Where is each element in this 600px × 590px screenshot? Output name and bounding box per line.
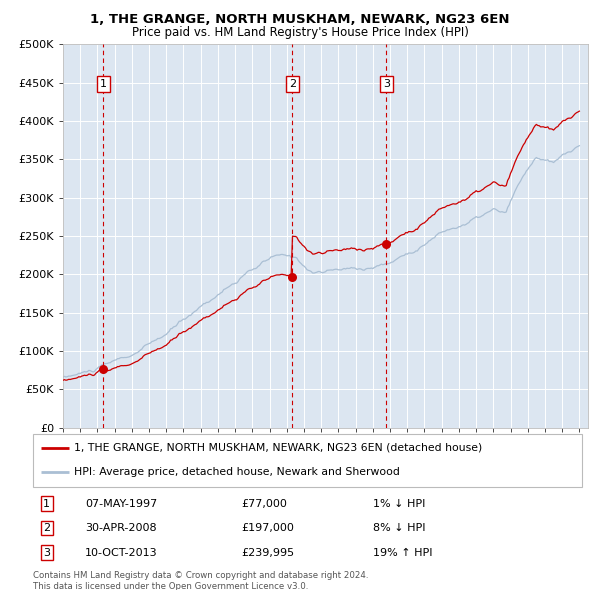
Text: £77,000: £77,000 xyxy=(242,499,287,509)
Text: HPI: Average price, detached house, Newark and Sherwood: HPI: Average price, detached house, Newa… xyxy=(74,467,400,477)
Text: 1: 1 xyxy=(43,499,50,509)
Text: 1, THE GRANGE, NORTH MUSKHAM, NEWARK, NG23 6EN: 1, THE GRANGE, NORTH MUSKHAM, NEWARK, NG… xyxy=(90,13,510,26)
Text: 2: 2 xyxy=(289,79,296,89)
Text: 30-APR-2008: 30-APR-2008 xyxy=(85,523,157,533)
Text: 8% ↓ HPI: 8% ↓ HPI xyxy=(373,523,426,533)
Text: 3: 3 xyxy=(383,79,390,89)
Text: 1: 1 xyxy=(100,79,107,89)
Text: Price paid vs. HM Land Registry's House Price Index (HPI): Price paid vs. HM Land Registry's House … xyxy=(131,26,469,39)
Text: Contains HM Land Registry data © Crown copyright and database right 2024.
This d: Contains HM Land Registry data © Crown c… xyxy=(33,571,368,590)
Text: 1, THE GRANGE, NORTH MUSKHAM, NEWARK, NG23 6EN (detached house): 1, THE GRANGE, NORTH MUSKHAM, NEWARK, NG… xyxy=(74,443,482,453)
Text: 07-MAY-1997: 07-MAY-1997 xyxy=(85,499,157,509)
Text: 3: 3 xyxy=(43,548,50,558)
FancyBboxPatch shape xyxy=(33,434,582,487)
Text: 1% ↓ HPI: 1% ↓ HPI xyxy=(373,499,426,509)
Text: 19% ↑ HPI: 19% ↑ HPI xyxy=(373,548,433,558)
Text: 10-OCT-2013: 10-OCT-2013 xyxy=(85,548,158,558)
Text: 2: 2 xyxy=(43,523,50,533)
Text: £239,995: £239,995 xyxy=(242,548,295,558)
Text: £197,000: £197,000 xyxy=(242,523,295,533)
